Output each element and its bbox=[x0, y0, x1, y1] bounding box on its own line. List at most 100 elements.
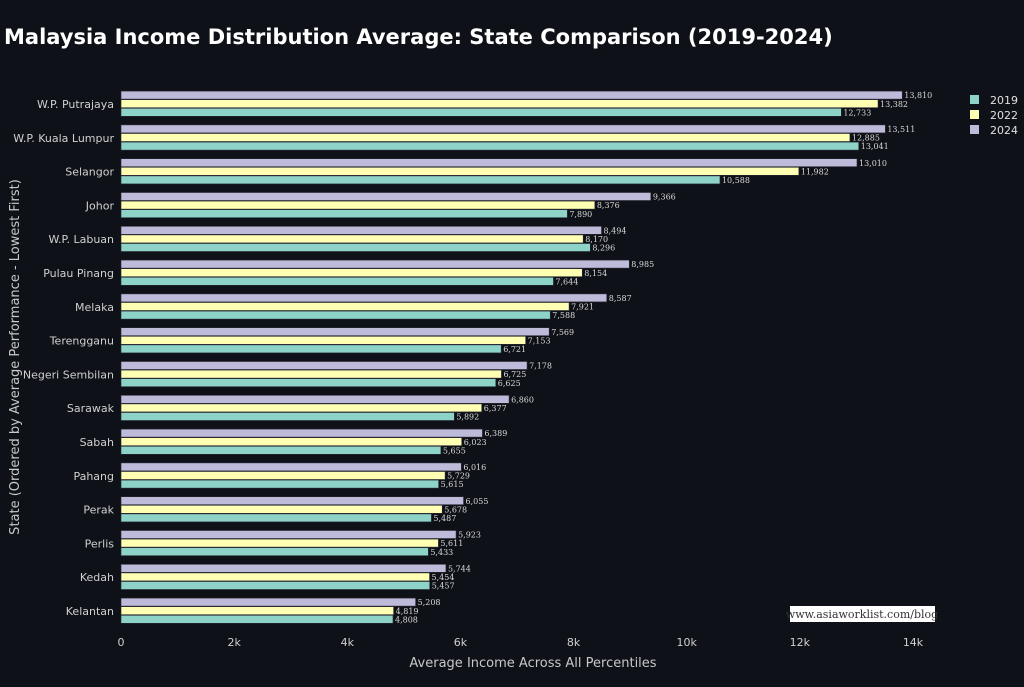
x-axis-label: Average Income Across All Percentiles bbox=[409, 656, 656, 671]
legend-label-2024[interactable]: 2024 bbox=[990, 124, 1018, 137]
y-tick-label: Sarawak bbox=[67, 402, 115, 415]
data-label: 6,377 bbox=[484, 404, 507, 413]
data-label: 5,923 bbox=[458, 531, 481, 540]
y-tick-label: W.P. Labuan bbox=[48, 233, 114, 246]
data-label: 6,721 bbox=[503, 345, 526, 354]
data-label: 7,569 bbox=[551, 328, 574, 337]
bar-2024 bbox=[120, 361, 528, 370]
x-tick-label: 12k bbox=[790, 636, 811, 649]
watermark-box bbox=[790, 606, 935, 622]
bar-2024 bbox=[120, 90, 903, 100]
bar-2022 bbox=[120, 504, 443, 514]
data-label: 8,170 bbox=[585, 235, 608, 244]
legend-label-2022[interactable]: 2022 bbox=[990, 109, 1018, 122]
data-label: 7,588 bbox=[552, 311, 575, 320]
bar-2024 bbox=[120, 530, 457, 539]
legend-swatch-2024[interactable] bbox=[970, 125, 979, 134]
y-tick-label: Sabah bbox=[80, 436, 114, 449]
y-tick-label: Pahang bbox=[73, 470, 114, 483]
data-label: 5,457 bbox=[432, 582, 455, 591]
data-label: 7,153 bbox=[528, 336, 551, 345]
watermark: www.asiaworklist.com/blog bbox=[786, 606, 938, 622]
bar-2019 bbox=[120, 412, 455, 421]
data-label: 11,982 bbox=[801, 167, 829, 176]
data-label: 5,892 bbox=[456, 413, 479, 422]
data-label: 12,885 bbox=[852, 134, 880, 143]
data-label: 6,023 bbox=[464, 438, 487, 447]
watermark-text: www.asiaworklist.com/blog bbox=[786, 608, 938, 621]
bar-2024 bbox=[120, 293, 608, 303]
data-label: 5,433 bbox=[430, 548, 453, 557]
data-label: 5,655 bbox=[443, 446, 466, 455]
bar-2022 bbox=[120, 133, 851, 142]
bar-2022 bbox=[120, 471, 446, 480]
bar-2024 bbox=[120, 496, 464, 506]
y-tick-label: Johor bbox=[85, 199, 115, 212]
bar-2019 bbox=[120, 276, 554, 286]
data-label: 7,890 bbox=[569, 210, 592, 219]
bar-2019 bbox=[120, 581, 431, 590]
data-label: 5,729 bbox=[447, 472, 470, 481]
data-label: 13,041 bbox=[861, 142, 889, 151]
data-label: 5,615 bbox=[441, 480, 464, 489]
y-tick-label: W.P. Putrajaya bbox=[37, 98, 114, 111]
x-tick-label: 10k bbox=[677, 636, 698, 649]
x-tick-label: 8k bbox=[567, 636, 581, 649]
data-label: 9,366 bbox=[653, 193, 676, 202]
bar-2019 bbox=[120, 445, 442, 455]
data-label: 6,860 bbox=[511, 395, 534, 404]
data-label: 8,587 bbox=[609, 294, 632, 303]
y-tick-label: Kedah bbox=[80, 571, 114, 584]
bar-2019 bbox=[120, 547, 429, 557]
y-tick-label: Pulau Pinang bbox=[43, 267, 114, 280]
x-tick-label: 6k bbox=[454, 636, 468, 649]
bar-2019 bbox=[120, 479, 439, 489]
y-tick-label: Terengganu bbox=[49, 335, 114, 348]
data-label: 7,921 bbox=[571, 303, 594, 312]
data-label: 4,819 bbox=[396, 607, 419, 616]
bar-2022 bbox=[120, 200, 596, 210]
y-axis-label: State (Ordered by Average Performance - … bbox=[8, 179, 23, 535]
data-label: 5,487 bbox=[433, 514, 456, 523]
legend[interactable]: 2019 2022 2024 bbox=[970, 94, 1018, 137]
bar-2019 bbox=[120, 513, 432, 523]
bar-2019 bbox=[120, 108, 842, 117]
legend-label-2019[interactable]: 2019 bbox=[990, 94, 1018, 107]
data-label: 8,985 bbox=[631, 260, 654, 269]
data-label: 4,808 bbox=[395, 615, 418, 624]
bar-2022 bbox=[120, 403, 483, 413]
x-ticks: 0 2k 4k 6k 8k 10k 12k 14k bbox=[118, 636, 924, 649]
y-tick-label: Selangor bbox=[65, 166, 114, 179]
bar-2019 bbox=[120, 175, 721, 185]
x-tick-label: 0 bbox=[118, 636, 125, 649]
data-label: 8,376 bbox=[597, 201, 620, 210]
x-tick-label: 2k bbox=[227, 636, 241, 649]
bar-2024 bbox=[120, 158, 858, 167]
data-label: 8,154 bbox=[584, 269, 607, 278]
bar-2024 bbox=[120, 192, 652, 201]
y-tick-label: W.P. Kuala Lumpur bbox=[13, 132, 114, 145]
data-label: 8,494 bbox=[604, 226, 627, 235]
bar-2024 bbox=[120, 226, 602, 235]
legend-swatch-2019[interactable] bbox=[970, 95, 979, 104]
data-label: 5,744 bbox=[448, 564, 471, 573]
y-ticks: W.P. Putrajaya W.P. Kuala Lumpur Selangor J… bbox=[13, 98, 114, 618]
data-label: 5,678 bbox=[444, 505, 467, 514]
data-label: 13,010 bbox=[859, 159, 887, 168]
y-tick-label: Melaka bbox=[75, 301, 114, 314]
data-label: 13,382 bbox=[880, 100, 908, 109]
data-label: 13,511 bbox=[887, 125, 915, 134]
data-label: 8,296 bbox=[592, 244, 615, 253]
bar-2022 bbox=[120, 369, 502, 379]
bar-2019 bbox=[120, 141, 860, 151]
bar-2022 bbox=[120, 335, 526, 345]
bar-2019 bbox=[120, 209, 568, 218]
y-tick-label: Perlis bbox=[85, 537, 115, 550]
bar-2022 bbox=[120, 572, 430, 582]
data-label: 10,588 bbox=[722, 176, 750, 185]
legend-swatch-2022[interactable] bbox=[970, 110, 979, 119]
data-label: 5,208 bbox=[418, 598, 441, 607]
data-label: 7,178 bbox=[529, 362, 552, 371]
bar-2022 bbox=[120, 302, 570, 311]
